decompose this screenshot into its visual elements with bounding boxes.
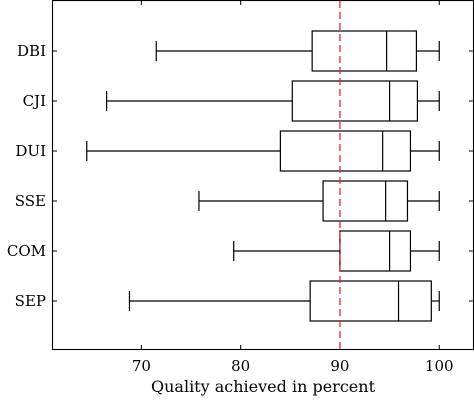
box-sse-box <box>322 180 409 222</box>
y-tick-label: SEP <box>15 292 46 310</box>
x-tick-label: 80 <box>231 357 250 375</box>
x-tick-label: 90 <box>330 357 349 375</box>
box-cji-box <box>291 80 419 122</box>
box-com-box <box>339 230 412 272</box>
y-tick-label: DBI <box>17 42 46 60</box>
y-tick-label: COM <box>7 242 46 260</box>
x-tick-label: 70 <box>132 357 151 375</box>
plot-frame <box>51 0 474 351</box>
plot-area: 70 80 90 100 DBI CJI DUI SSE COM SEP <box>7 0 474 375</box>
y-tick-label: SSE <box>15 192 46 210</box>
box-sep-box <box>309 280 432 322</box>
box-dui-box <box>279 130 412 172</box>
x-tick-label: 100 <box>425 357 454 375</box>
box-dbi-box <box>311 30 418 72</box>
y-tick-label: CJI <box>23 92 46 110</box>
y-tick-label: DUI <box>15 142 46 160</box>
x-axis-title: Quality achieved in percent <box>151 377 376 396</box>
